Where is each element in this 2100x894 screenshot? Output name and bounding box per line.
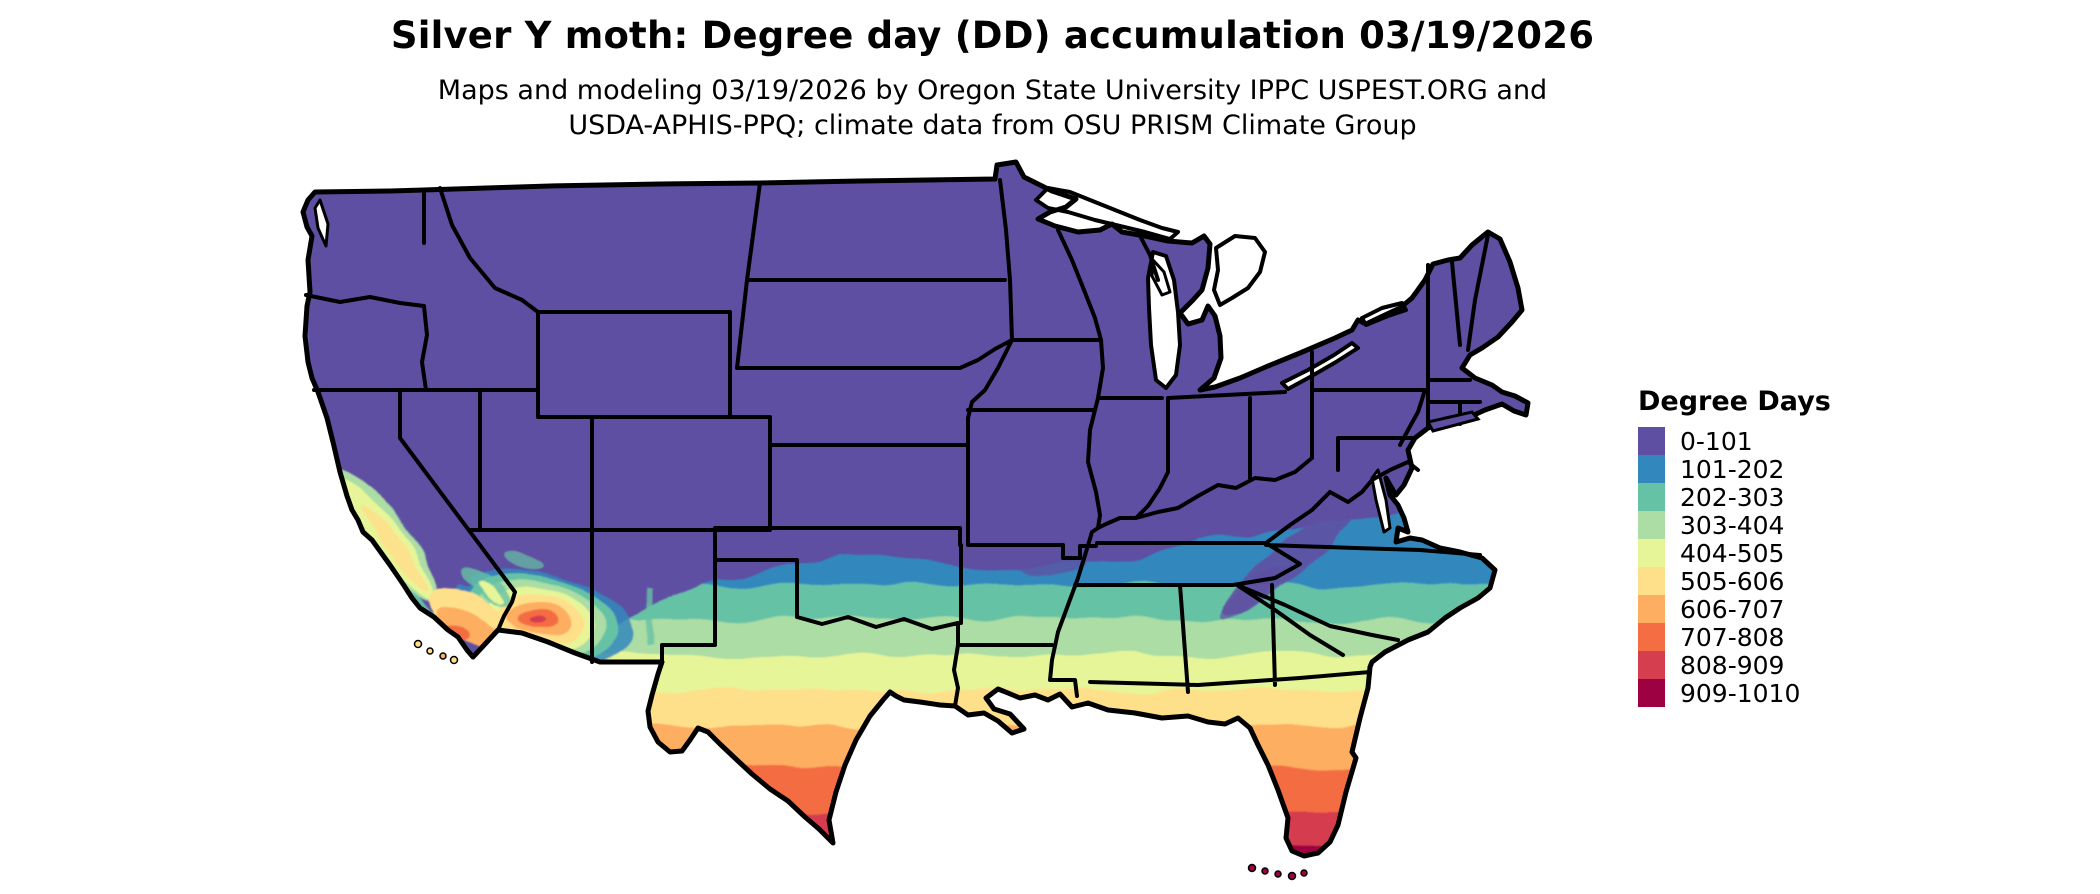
rio-grande-nm-sliver <box>644 587 655 646</box>
legend-row: 505-606 <box>1638 566 1868 596</box>
az-core-red <box>526 618 542 628</box>
legend-swatch <box>1638 567 1665 595</box>
legend-row: 101-202 <box>1638 454 1868 484</box>
map-header: Silver Y moth: Degree day (DD) accumulat… <box>0 14 1985 143</box>
central-valley-yellow <box>361 503 429 593</box>
legend-swatch <box>1638 595 1665 623</box>
lake-erie <box>1280 341 1360 391</box>
legend-label: 505-606 <box>1680 566 1785 596</box>
legend-swatch <box>1638 483 1665 511</box>
long-island <box>1425 410 1481 433</box>
legend-swatch <box>1638 539 1665 567</box>
legend-swatch <box>1638 511 1665 539</box>
map-subtitle: Maps and modeling 03/19/2026 by Oregon S… <box>0 73 1985 143</box>
legend-label: 707-808 <box>1680 622 1785 652</box>
legend-label: 404-505 <box>1680 538 1785 568</box>
lake-huron <box>1212 234 1267 307</box>
mojave-pale <box>476 581 504 603</box>
legend-swatch <box>1638 651 1665 679</box>
legend-label: 202-303 <box>1680 482 1785 512</box>
legend-label: 808-909 <box>1680 650 1785 680</box>
legend-title: Degree Days <box>1638 386 1831 417</box>
map-title: Silver Y moth: Degree day (DD) accumulat… <box>390 14 1595 57</box>
puget-sound <box>313 198 330 248</box>
sierra-purple-ridge <box>386 489 470 587</box>
legend-row: 606-707 <box>1638 594 1868 624</box>
green-bay <box>1150 258 1172 297</box>
legend-label: 303-404 <box>1680 510 1785 540</box>
legend-row: 707-808 <box>1638 622 1868 652</box>
florida-keys <box>1247 863 1308 881</box>
map-subtitle-line2: USDA-APHIS-PPQ; climate data from OSU PR… <box>568 110 1417 141</box>
legend-swatch <box>1638 455 1665 483</box>
state-borders <box>304 178 1490 708</box>
legend-label: 101-202 <box>1680 454 1785 484</box>
conus-outline <box>300 159 1531 859</box>
legend-label: 909-1010 <box>1680 678 1801 708</box>
legend-row: 909-1010 <box>1638 678 1868 708</box>
channel-islands <box>413 639 459 665</box>
legend-label: 606-707 <box>1680 594 1785 624</box>
st-george-teal-streak <box>503 551 547 569</box>
legend-row: 0-101 <box>1638 426 1868 456</box>
us-degree-day-map <box>300 140 1540 890</box>
legend-row: 808-909 <box>1638 650 1868 680</box>
legend-row: 202-303 <box>1638 482 1868 512</box>
conus-map-svg <box>300 159 1531 881</box>
legend-row: 404-505 <box>1638 538 1868 568</box>
legend-swatch <box>1638 623 1665 651</box>
legend-swatch <box>1638 679 1665 707</box>
legend-row: 303-404 <box>1638 510 1868 540</box>
map-subtitle-line1: Maps and modeling 03/19/2026 by Oregon S… <box>437 75 1548 106</box>
legend-swatch <box>1638 427 1665 455</box>
socal-orange <box>435 604 505 648</box>
legend-label: 0-101 <box>1680 426 1753 456</box>
legend: Degree Days 0-101 101-202 202-303 303-40… <box>1638 386 1868 708</box>
